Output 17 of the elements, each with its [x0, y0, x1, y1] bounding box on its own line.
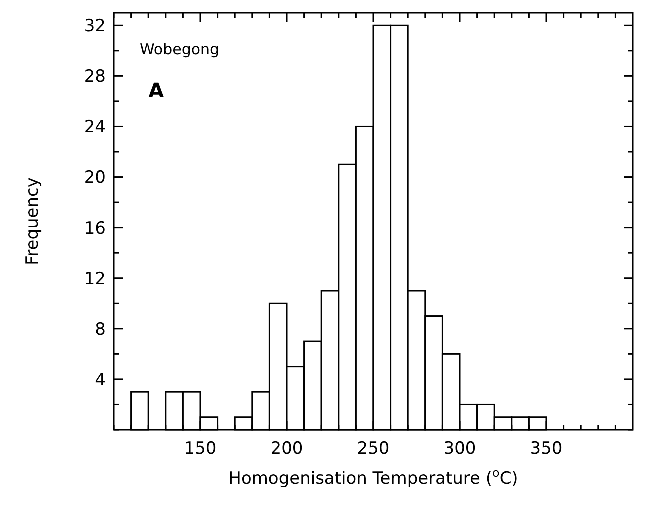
y-tick-label: 32	[84, 16, 106, 37]
y-tick-label: 16	[84, 218, 106, 239]
y-tick-label: 12	[84, 269, 106, 290]
y-tick-label: 4	[95, 370, 106, 390]
x-tick-label: 300	[444, 439, 476, 459]
y-tick-label: 28	[84, 67, 106, 88]
annotation: A	[148, 78, 165, 103]
y-axis-title: Frequency	[23, 178, 43, 266]
x-tick-label: 200	[270, 439, 304, 459]
annotation: Wobegong	[140, 40, 220, 59]
x-tick-label: 350	[530, 439, 563, 459]
x-tick-label: 250	[357, 439, 390, 459]
y-tick-label: 8	[95, 320, 106, 340]
y-tick-label: 24	[84, 118, 106, 138]
x-axis-title: Homogenisation Temperature ($^{o}$C)	[228, 466, 518, 489]
y-tick-label: 20	[84, 168, 106, 188]
x-tick-label: 150	[184, 439, 217, 459]
